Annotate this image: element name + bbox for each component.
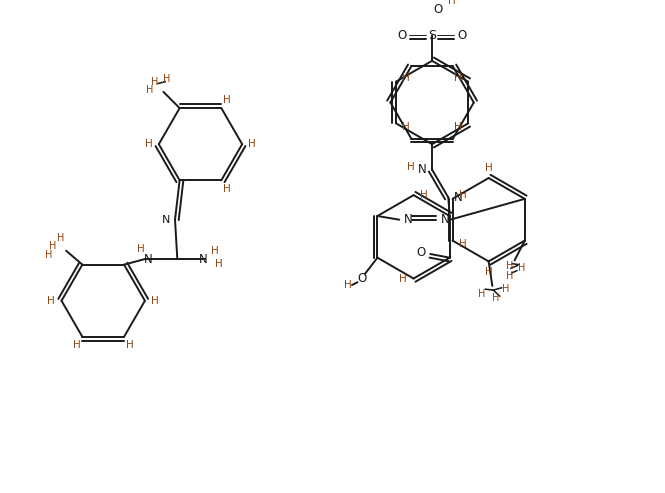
Text: H: H [400,274,407,283]
Text: H: H [518,263,525,273]
Text: H: H [211,246,219,256]
Text: H: H [420,190,428,200]
Text: H: H [506,261,513,271]
Text: H: H [485,163,493,173]
Text: H: H [45,250,53,260]
Text: O: O [416,246,426,259]
Text: H: H [151,296,159,306]
Text: N: N [404,213,413,226]
Text: H: H [49,241,56,251]
Text: H: H [57,233,65,243]
Text: H: H [506,271,513,281]
Text: H: H [478,289,486,299]
Text: N: N [454,191,463,204]
Text: H: H [145,139,152,149]
Text: H: H [47,296,55,306]
Text: H: H [492,293,499,304]
Text: O: O [457,29,466,42]
Text: H: H [408,162,415,173]
Text: H: H [164,74,171,84]
Text: O: O [358,272,367,285]
Text: O: O [398,29,407,42]
Text: H: H [137,244,145,254]
Text: H: H [215,259,223,269]
Text: H: H [152,77,159,87]
Text: H: H [402,122,410,132]
Text: H: H [402,73,410,83]
Text: H: H [223,183,231,194]
Text: H: H [501,284,509,294]
Text: N: N [198,252,207,266]
Text: H: H [73,340,80,350]
Text: N: N [441,213,450,226]
Text: H: H [485,267,493,277]
Text: H: H [344,281,352,290]
Text: H: H [249,139,256,149]
Text: S: S [428,29,436,42]
Text: H: H [126,340,134,350]
Text: H: H [459,239,467,249]
Text: H: H [454,122,462,132]
Text: N: N [162,214,170,225]
Text: H: H [146,85,153,95]
Text: H: H [223,95,231,105]
Text: H: H [448,0,456,5]
Text: H: H [454,73,462,83]
Text: H: H [459,190,467,200]
Text: N: N [418,163,426,176]
Text: N: N [144,252,153,266]
Text: O: O [433,3,442,16]
